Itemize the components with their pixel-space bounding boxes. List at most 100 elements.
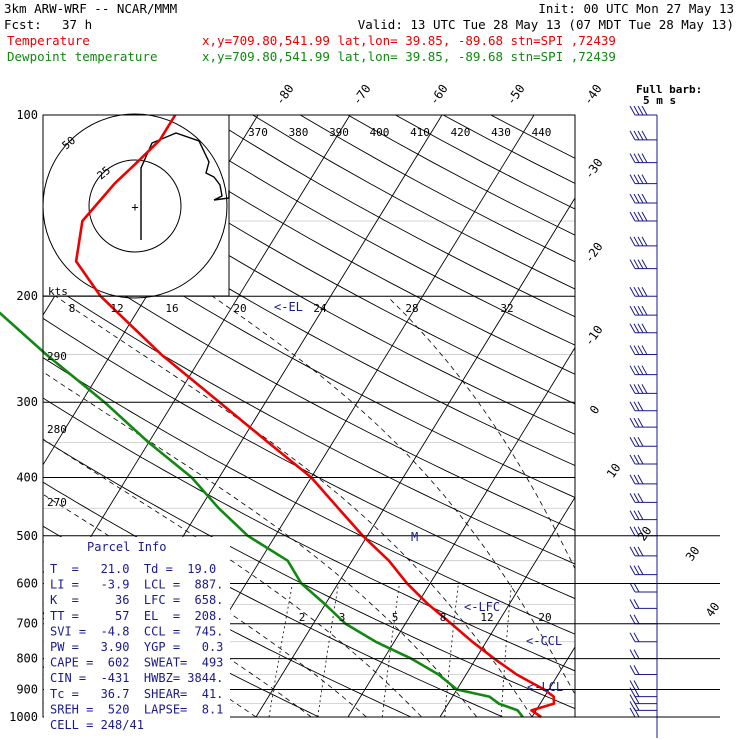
wind-barb-feather bbox=[633, 286, 640, 297]
dry-adiabat bbox=[43, 169, 575, 467]
dry-adiabat bbox=[43, 242, 575, 531]
wind-barb-feather bbox=[629, 665, 636, 675]
parcel-info-row: CAPE = 602 SWEAT= 493 bbox=[50, 656, 223, 670]
wind-barb bbox=[629, 286, 657, 297]
wind-barb bbox=[629, 649, 657, 660]
wind-barb bbox=[629, 493, 657, 503]
moist-adiabat bbox=[386, 295, 575, 570]
barb-legend-unit: 5 m s bbox=[643, 94, 676, 107]
init-time: Init: 00 UTC Mon 27 May 13 bbox=[538, 1, 734, 16]
theta-label: 430 bbox=[491, 126, 511, 139]
wind-barb-feather bbox=[633, 259, 640, 269]
wind-barb-feather bbox=[633, 401, 640, 412]
theta-label: 420 bbox=[451, 126, 471, 139]
wind-barb-feather bbox=[629, 436, 636, 447]
wind-barb-feather bbox=[633, 701, 640, 711]
wind-barb-feather bbox=[641, 130, 648, 141]
pressure-tick-label: 100 bbox=[16, 108, 38, 122]
wind-barb-feather bbox=[637, 417, 644, 428]
wind-barb-feather bbox=[633, 454, 640, 465]
wind-barb-feather bbox=[629, 384, 636, 394]
isotherm-label: 40 bbox=[703, 600, 723, 620]
dewpoint-legend: Dewpoint temperature bbox=[7, 49, 158, 64]
wind-barb-feather bbox=[629, 707, 636, 718]
wind-barb-feather bbox=[633, 526, 640, 537]
wind-barb-feather bbox=[629, 259, 636, 269]
ccl-marker: <-CCL bbox=[526, 634, 562, 648]
isotherm-label: 30 bbox=[683, 544, 703, 564]
wind-barb-feather bbox=[633, 305, 640, 316]
wind-barb bbox=[629, 345, 657, 356]
pressure-tick-label: 1000 bbox=[9, 710, 38, 724]
hodograph-ring-25 bbox=[88, 159, 182, 253]
hodograph-axis-label: 16 bbox=[165, 302, 178, 315]
wind-barb-feather bbox=[637, 526, 644, 537]
parcel-info-row: K = 36 LFC = 658. bbox=[50, 593, 223, 607]
wind-barb-feather bbox=[641, 174, 648, 184]
wind-barb bbox=[629, 474, 657, 485]
dry-adiabat bbox=[252, 115, 575, 290]
mixing-ratio-label: 5 bbox=[392, 611, 399, 624]
wind-barb-feather bbox=[629, 599, 636, 609]
wind-barb-feather bbox=[629, 614, 636, 624]
model-title: 3km ARW-WRF -- NCAR/MMM bbox=[4, 1, 177, 16]
moist-adiabat bbox=[55, 295, 533, 717]
wind-barb-feather bbox=[629, 417, 636, 428]
wind-barb-feather bbox=[629, 236, 636, 247]
dry-adiabat-label: 290 bbox=[47, 350, 67, 363]
wind-barb-feather bbox=[629, 474, 636, 485]
wind-barb-feather bbox=[629, 365, 636, 375]
dry-adiabat-label: 270 bbox=[47, 496, 67, 509]
isotherm bbox=[624, 115, 740, 717]
dry-adiabat bbox=[395, 115, 575, 210]
wind-barb-feather bbox=[637, 211, 644, 222]
wind-barb bbox=[629, 510, 657, 521]
wind-barb-feather bbox=[629, 546, 636, 557]
temperature-legend: Temperature bbox=[7, 33, 90, 48]
dry-adiabat bbox=[43, 438, 575, 710]
isotherm-label: -50 bbox=[504, 82, 528, 108]
temperature-location: x,y=709.80,541.99 lat,lon= 39.85, -89.68… bbox=[202, 33, 616, 48]
wind-barb-feather bbox=[637, 153, 644, 163]
wind-barb-feather bbox=[633, 345, 640, 355]
wind-barb-feather bbox=[637, 323, 644, 334]
wind-barb bbox=[629, 211, 657, 222]
pressure-tick-label: 600 bbox=[16, 576, 38, 590]
isotherm bbox=[439, 496, 575, 717]
wind-barb-feather bbox=[641, 305, 648, 316]
isotherm-label: -30 bbox=[582, 156, 606, 182]
isotherm-label: -80 bbox=[273, 82, 297, 108]
dewpoint-location: x,y=709.80,541.99 lat,lon= 39.85, -89.68… bbox=[202, 49, 616, 64]
wind-barb-feather bbox=[633, 632, 640, 643]
fcst-value: 37 h bbox=[62, 17, 92, 32]
wind-barb-feather bbox=[629, 105, 636, 116]
wind-barb-feather bbox=[641, 153, 648, 163]
plot-frame bbox=[42, 114, 576, 718]
wind-barb-feather bbox=[629, 153, 636, 163]
wind-barb bbox=[629, 236, 657, 247]
wind-barb-feather bbox=[637, 286, 644, 297]
wind-barb-feather bbox=[637, 193, 644, 204]
wind-barb bbox=[629, 417, 657, 428]
mixing-ratio-label: 2 bbox=[299, 611, 306, 624]
theta-label: 390 bbox=[329, 126, 349, 139]
isotherm-label: -20 bbox=[582, 240, 606, 266]
mixing-ratio-label: 20 bbox=[538, 611, 551, 624]
lfc-marker: <-LFC bbox=[464, 600, 500, 614]
lcl-marker: <-LCL bbox=[527, 680, 563, 694]
wind-barb-feather bbox=[641, 105, 648, 116]
wind-barb-feather bbox=[637, 345, 644, 355]
isotherm-label: -10 bbox=[582, 323, 606, 349]
dry-adiabat bbox=[43, 205, 575, 498]
wind-barb-feather bbox=[633, 582, 640, 593]
wind-barb bbox=[629, 436, 657, 447]
wind-barb-feather bbox=[633, 153, 640, 163]
parcel-info-row: CELL = 248/41 bbox=[50, 718, 144, 732]
wind-barb-feather bbox=[637, 510, 644, 520]
wind-barb-feather bbox=[637, 105, 644, 116]
wind-barb-feather bbox=[633, 694, 640, 704]
wind-barb-feather bbox=[641, 211, 648, 222]
parcel-info-row: T = 21.0 Td = 19.0 bbox=[50, 562, 216, 576]
wind-barb-feather bbox=[629, 632, 636, 643]
parcel-info-title: Parcel Info bbox=[87, 540, 166, 554]
